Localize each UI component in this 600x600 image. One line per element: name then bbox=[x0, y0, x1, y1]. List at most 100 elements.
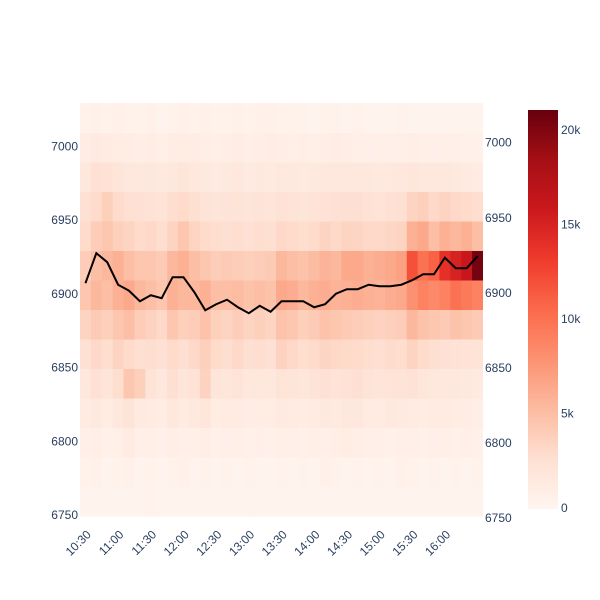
heatmap-cell bbox=[210, 250, 223, 281]
heatmap-cell bbox=[199, 250, 212, 281]
heatmap-cell bbox=[352, 427, 364, 458]
heatmap-cell bbox=[90, 368, 103, 399]
heatmap-cell bbox=[178, 398, 190, 429]
heatmap-cell bbox=[439, 398, 451, 429]
heatmap-cell bbox=[374, 250, 386, 281]
heatmap-cell bbox=[308, 427, 321, 458]
heatmap-cell bbox=[341, 102, 353, 133]
heatmap-cell bbox=[80, 457, 92, 488]
heatmap-cell bbox=[384, 220, 397, 251]
heatmap-cell bbox=[406, 279, 419, 310]
heatmap-cell bbox=[178, 279, 190, 310]
heatmap-cell bbox=[254, 398, 266, 429]
heatmap-cell bbox=[221, 161, 233, 192]
heatmap-cell bbox=[297, 486, 310, 517]
heatmap-cell bbox=[472, 486, 483, 517]
heatmap-cell bbox=[90, 132, 103, 163]
heatmap-cell bbox=[188, 398, 201, 429]
heatmap-cell bbox=[101, 250, 114, 281]
heatmap-cell bbox=[265, 161, 277, 192]
heatmap-cell bbox=[254, 102, 266, 133]
heatmap-cell bbox=[101, 309, 114, 340]
heatmap-cell bbox=[384, 457, 397, 488]
heatmap-cell bbox=[156, 309, 168, 340]
heatmap-cell bbox=[276, 457, 288, 488]
heatmap-cell bbox=[134, 339, 146, 370]
heatmap-cell bbox=[439, 191, 451, 222]
heatmap-cell bbox=[123, 368, 135, 399]
heatmap-cell bbox=[286, 309, 299, 340]
heatmap-cell bbox=[188, 132, 201, 163]
heatmap-cell bbox=[80, 486, 92, 517]
heatmap-cell bbox=[450, 368, 462, 399]
heatmap-cell bbox=[319, 339, 332, 370]
heatmap-cell bbox=[167, 309, 179, 340]
heatmap-cell bbox=[134, 250, 146, 281]
heatmap-cell bbox=[472, 161, 483, 192]
heatmap-cell bbox=[286, 220, 299, 251]
heatmap-cell bbox=[428, 102, 440, 133]
heatmap-cell bbox=[101, 486, 114, 517]
heatmap-cell bbox=[461, 398, 473, 429]
heatmap-cell bbox=[363, 102, 375, 133]
heatmap-cell bbox=[330, 368, 342, 399]
heatmap-cell bbox=[221, 427, 233, 458]
heatmap-cell bbox=[167, 161, 179, 192]
heatmap-cell bbox=[461, 220, 473, 251]
heatmap-cell bbox=[156, 132, 168, 163]
heatmap-cell bbox=[319, 102, 332, 133]
heatmap-cell bbox=[450, 339, 462, 370]
heatmap-cell bbox=[210, 339, 223, 370]
heatmap-cell bbox=[417, 457, 430, 488]
heatmap-cell bbox=[265, 427, 277, 458]
heatmap-cell bbox=[417, 398, 430, 429]
heatmap-cell bbox=[352, 279, 364, 310]
heatmap-cell bbox=[297, 279, 310, 310]
line-series bbox=[84, 251, 479, 315]
heatmap-cell bbox=[232, 161, 244, 192]
heatmap-cell bbox=[123, 161, 135, 192]
heatmap-cell bbox=[450, 161, 462, 192]
heatmap-cell bbox=[199, 220, 212, 251]
heatmap-cell bbox=[276, 368, 288, 399]
heatmap-cell bbox=[134, 368, 146, 399]
heatmap-cell bbox=[112, 368, 125, 399]
heatmap-cell bbox=[199, 161, 212, 192]
heatmap-cell bbox=[363, 220, 375, 251]
y2-tick-label: 7000 bbox=[485, 136, 512, 150]
heatmap-cell bbox=[308, 220, 321, 251]
heatmap-cell bbox=[286, 486, 299, 517]
heatmap-cell bbox=[80, 309, 92, 340]
y-tick-label: 6950 bbox=[51, 213, 78, 227]
heatmap-cell bbox=[265, 457, 277, 488]
heatmap-cell bbox=[210, 191, 223, 222]
heatmap-cell bbox=[341, 161, 353, 192]
heatmap-cell bbox=[123, 309, 135, 340]
heatmap-cell bbox=[112, 250, 125, 281]
heatmap-cell bbox=[276, 427, 288, 458]
heatmap-cell bbox=[374, 132, 386, 163]
heatmap-cell bbox=[199, 309, 212, 340]
x-tick-label: 13:30 bbox=[259, 527, 290, 558]
heatmap-cell bbox=[101, 457, 114, 488]
heatmap-cell bbox=[374, 368, 386, 399]
heatmap-cell bbox=[286, 132, 299, 163]
heatmap-cell bbox=[428, 161, 440, 192]
heatmap-cell bbox=[156, 250, 168, 281]
heatmap-cell bbox=[297, 309, 310, 340]
heatmap-cell bbox=[243, 368, 255, 399]
heatmap-cell bbox=[232, 220, 244, 251]
heatmap-cell bbox=[472, 279, 483, 310]
heatmap-cell bbox=[178, 132, 190, 163]
heatmap-cell bbox=[384, 102, 397, 133]
heatmap-cell bbox=[254, 486, 266, 517]
heatmap-cell bbox=[112, 398, 125, 429]
heatmap-cell bbox=[134, 427, 146, 458]
heatmap-cell bbox=[199, 398, 212, 429]
heatmap-cell bbox=[384, 132, 397, 163]
heatmap-cell bbox=[395, 279, 408, 310]
heatmap-cell bbox=[352, 457, 364, 488]
heatmap-cell bbox=[395, 486, 408, 517]
heatmap-cell bbox=[101, 161, 114, 192]
heatmap-cell bbox=[80, 427, 92, 458]
